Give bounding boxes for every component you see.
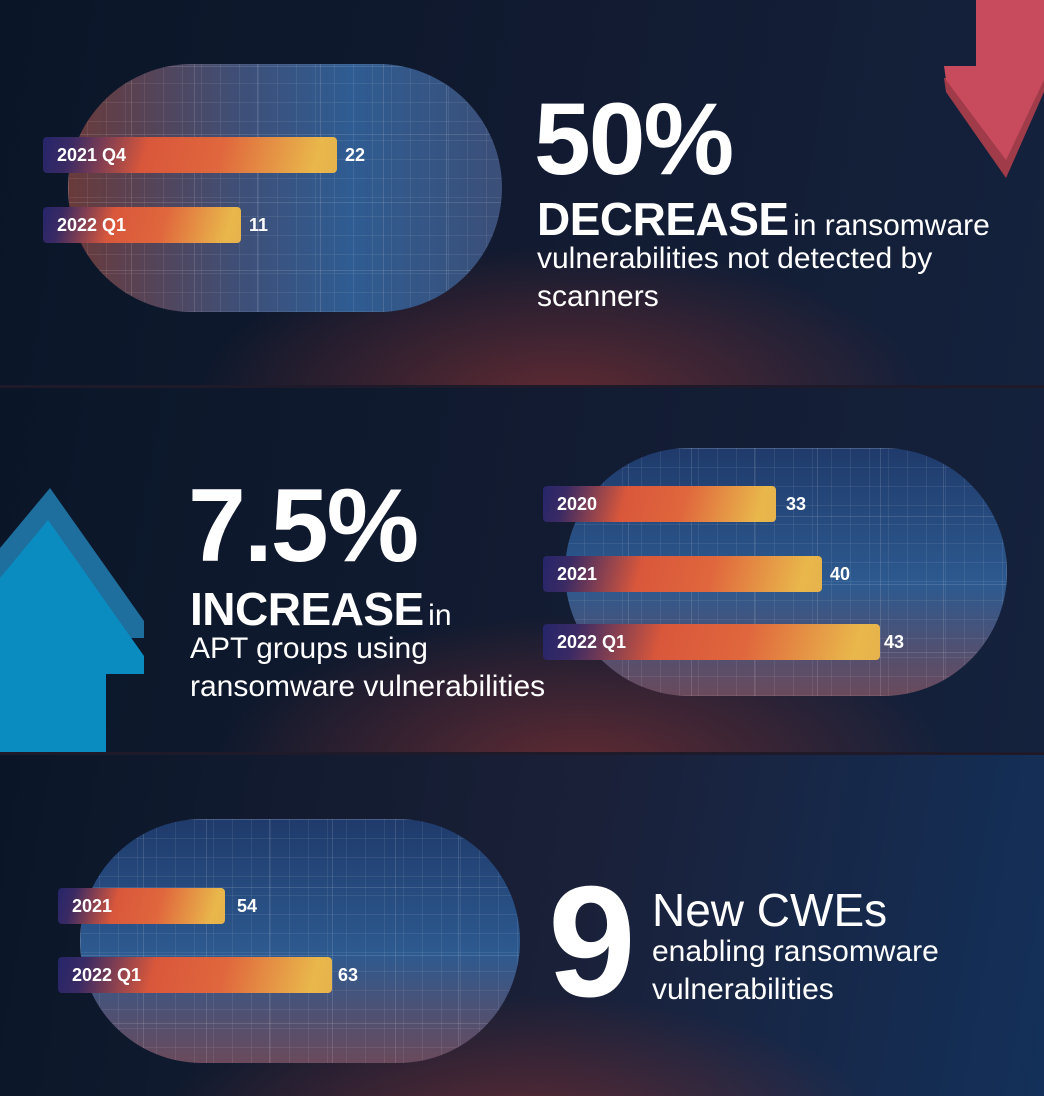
bar-row: 2020 33 xyxy=(543,486,806,522)
bar-value: 54 xyxy=(237,895,258,916)
direction-word: New CWEs xyxy=(652,884,888,936)
bar: 2021 xyxy=(543,556,822,592)
arrow-down-icon xyxy=(944,0,1044,178)
stat-value: 9 xyxy=(548,854,636,1030)
bar-label: 2021 xyxy=(72,895,113,916)
bar-value: 63 xyxy=(338,964,359,985)
stat-panel-increase: 7.5% INCREASE in APT groups using ransom… xyxy=(0,385,1044,755)
description-line: vulnerabilities not detected by xyxy=(537,242,933,276)
bar-value: 40 xyxy=(830,563,851,584)
bar-row: 2021 40 xyxy=(543,556,850,592)
bar-value: 22 xyxy=(345,144,366,165)
bar-label: 2021 Q4 xyxy=(57,144,127,165)
direction-word: INCREASE xyxy=(190,583,424,635)
bar-value: 43 xyxy=(884,631,905,652)
stat-panel-decrease: 2021 Q4 22 2022 Q1 11 50% DECREASE in ra… xyxy=(0,0,1044,385)
chart-grid-background xyxy=(80,819,520,1063)
bar: 2022 Q1 xyxy=(43,207,241,243)
bar-label: 2022 Q1 xyxy=(72,964,142,985)
stat-value: 50% xyxy=(534,82,734,196)
bar-label: 2021 xyxy=(557,563,598,584)
bar-row: 2022 Q1 63 xyxy=(58,957,358,993)
bar: 2021 xyxy=(58,888,225,924)
description-line: vulnerabilities xyxy=(652,973,834,1007)
stat-panel-new-cwes: 2021 54 2022 Q1 63 9 New CWEs enabling r… xyxy=(0,752,1044,1096)
description-line: ransomware vulnerabilities xyxy=(190,670,546,704)
bar-label: 2022 Q1 xyxy=(557,631,627,652)
bar-row: 2021 54 xyxy=(58,888,257,924)
description-line: enabling ransomware xyxy=(652,935,939,969)
bar: 2022 Q1 xyxy=(543,624,880,660)
bar-value: 11 xyxy=(249,214,269,235)
bar: 2020 xyxy=(543,486,776,522)
description-line: APT groups using xyxy=(190,632,428,666)
direction-tail: in xyxy=(428,599,452,632)
stat-description: New CWEs enabling ransomware vulnerabili… xyxy=(652,883,939,1008)
bar-row: 2022 Q1 43 xyxy=(543,624,904,660)
direction-tail: in ransomware xyxy=(793,209,990,242)
bar-row: 2021 Q4 22 xyxy=(43,137,365,173)
direction-word: DECREASE xyxy=(537,193,789,245)
bar-label: 2022 Q1 xyxy=(57,214,127,235)
bar: 2022 Q1 xyxy=(58,957,332,993)
chart-grid-background xyxy=(68,64,502,312)
stat-description: DECREASE in ransomware vulnerabilities n… xyxy=(537,192,990,315)
stat-description: INCREASE in APT groups using ransomware … xyxy=(190,582,545,705)
bar-value: 33 xyxy=(786,493,807,514)
arrow-up-icon xyxy=(0,488,144,755)
bar-row: 2022 Q1 11 xyxy=(43,207,268,243)
bar: 2021 Q4 xyxy=(43,137,337,173)
description-line: scanners xyxy=(537,280,659,314)
stat-value: 7.5% xyxy=(188,468,419,584)
bar-label: 2020 xyxy=(557,493,598,514)
